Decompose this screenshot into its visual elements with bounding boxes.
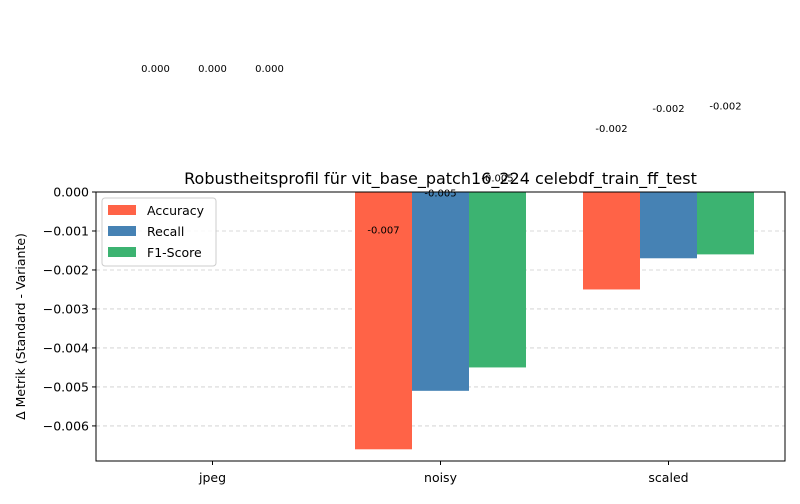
y-tick-label: −0.003	[43, 301, 89, 316]
bar-label-accuracy-jpeg: 0.000	[141, 64, 170, 75]
bar-label-accuracy-noisy: -0.007	[367, 226, 399, 237]
bar-label-recall-noisy: -0.005	[424, 188, 456, 199]
legend-label-accuracy: Accuracy	[147, 203, 205, 218]
bar-recall-noisy	[412, 192, 469, 391]
x-tick-label-jpeg: jpeg	[198, 470, 226, 485]
bar-f1-score-noisy	[469, 192, 526, 368]
y-tick-label: −0.006	[43, 418, 89, 433]
legend-swatch-recall	[108, 226, 136, 236]
bar-label-f1-score-noisy: -0.005	[481, 173, 513, 184]
bar-label-accuracy-scaled: -0.002	[595, 124, 627, 135]
y-tick-label: −0.002	[43, 262, 89, 277]
y-axis-title: Δ Metrik (Standard - Variante)	[13, 233, 28, 420]
bar-accuracy-scaled	[583, 192, 640, 290]
y-axis-ticks: 0.000 −0.001 −0.002 −0.003 −0.004 −0.005 −0.00…	[43, 185, 96, 433]
legend-label-f1-score: F1-Score	[147, 245, 202, 260]
x-tick-label-scaled: scaled	[648, 470, 688, 485]
legend-label-recall: Recall	[147, 224, 184, 239]
bar-label-recall-jpeg: 0.000	[198, 64, 227, 75]
bar-f1-score-scaled	[697, 192, 754, 255]
legend-swatch-f1-score	[108, 247, 136, 257]
bar-labels: 0.000 -0.007 -0.002 0.000 -0.005 -0.002 0.000 -…	[141, 64, 741, 237]
x-tick-label-noisy: noisy	[424, 470, 458, 485]
bar-accuracy-noisy	[355, 192, 412, 450]
chart-title: Robustheitsprofil für vit_base_patch16_2…	[184, 169, 697, 189]
y-tick-label: −0.001	[43, 223, 89, 238]
y-tick-label: −0.005	[43, 379, 89, 394]
bar-label-f1-score-scaled: -0.002	[709, 102, 741, 113]
bar-label-recall-scaled: -0.002	[652, 104, 684, 115]
y-tick-label: −0.004	[43, 340, 89, 355]
bars	[355, 192, 754, 450]
x-axis-ticks: jpeg noisy scaled	[198, 461, 689, 485]
bar-label-f1-score-jpeg: 0.000	[255, 64, 284, 75]
legend-swatch-accuracy	[108, 205, 136, 215]
bar-recall-scaled	[640, 192, 697, 259]
legend: Accuracy Recall F1-Score	[101, 197, 217, 267]
y-tick-label: 0.000	[53, 185, 89, 200]
